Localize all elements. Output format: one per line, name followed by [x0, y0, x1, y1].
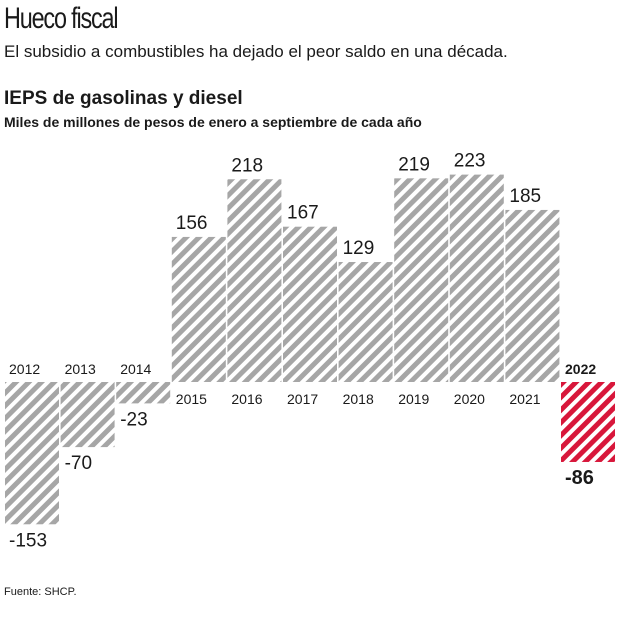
bar-2014 [116, 382, 171, 404]
bar-2016 [227, 179, 282, 382]
value-label-2022: -86 [565, 467, 594, 489]
year-label-2017: 2017 [287, 391, 318, 407]
page-title: Hueco fiscal [4, 2, 119, 35]
year-label-2014: 2014 [120, 361, 151, 377]
value-label-2013: -70 [65, 453, 92, 474]
year-label-2012: 2012 [9, 361, 40, 377]
chart-subtitle: Miles de millones de pesos de enero a se… [4, 114, 422, 130]
value-label-2018: 129 [343, 238, 375, 259]
year-label-2020: 2020 [454, 391, 485, 407]
bar-2018 [338, 262, 393, 382]
year-label-2015: 2015 [176, 391, 207, 407]
value-label-2016: 218 [231, 155, 263, 176]
value-label-2014: -23 [120, 409, 147, 430]
bar-2021 [505, 209, 560, 382]
year-label-2019: 2019 [398, 391, 429, 407]
bar-2019 [394, 178, 449, 382]
value-label-2015: 156 [176, 213, 208, 234]
bar-2013 [60, 382, 115, 448]
value-label-2020: 223 [454, 151, 486, 172]
bar-2017 [283, 226, 337, 382]
value-label-2017: 167 [287, 203, 319, 224]
bar-2022 [561, 382, 615, 462]
value-label-2012: -153 [9, 530, 47, 551]
year-label-2013: 2013 [65, 361, 96, 377]
year-label-2021: 2021 [509, 391, 540, 407]
source-note: Fuente: SHCP. [4, 586, 77, 598]
value-label-2019: 219 [398, 154, 430, 175]
bar-2015 [171, 236, 226, 382]
bar-2020 [449, 174, 504, 382]
year-label-2022: 2022 [565, 361, 596, 377]
value-label-2021: 185 [509, 186, 541, 207]
year-label-2016: 2016 [231, 391, 262, 407]
chart-title: IEPS de gasolinas y diesel [4, 88, 243, 109]
bar-2012 [5, 382, 59, 525]
year-label-2018: 2018 [343, 391, 374, 407]
page-subtitle: El subsidio a combustibles ha dejado el … [4, 42, 508, 61]
